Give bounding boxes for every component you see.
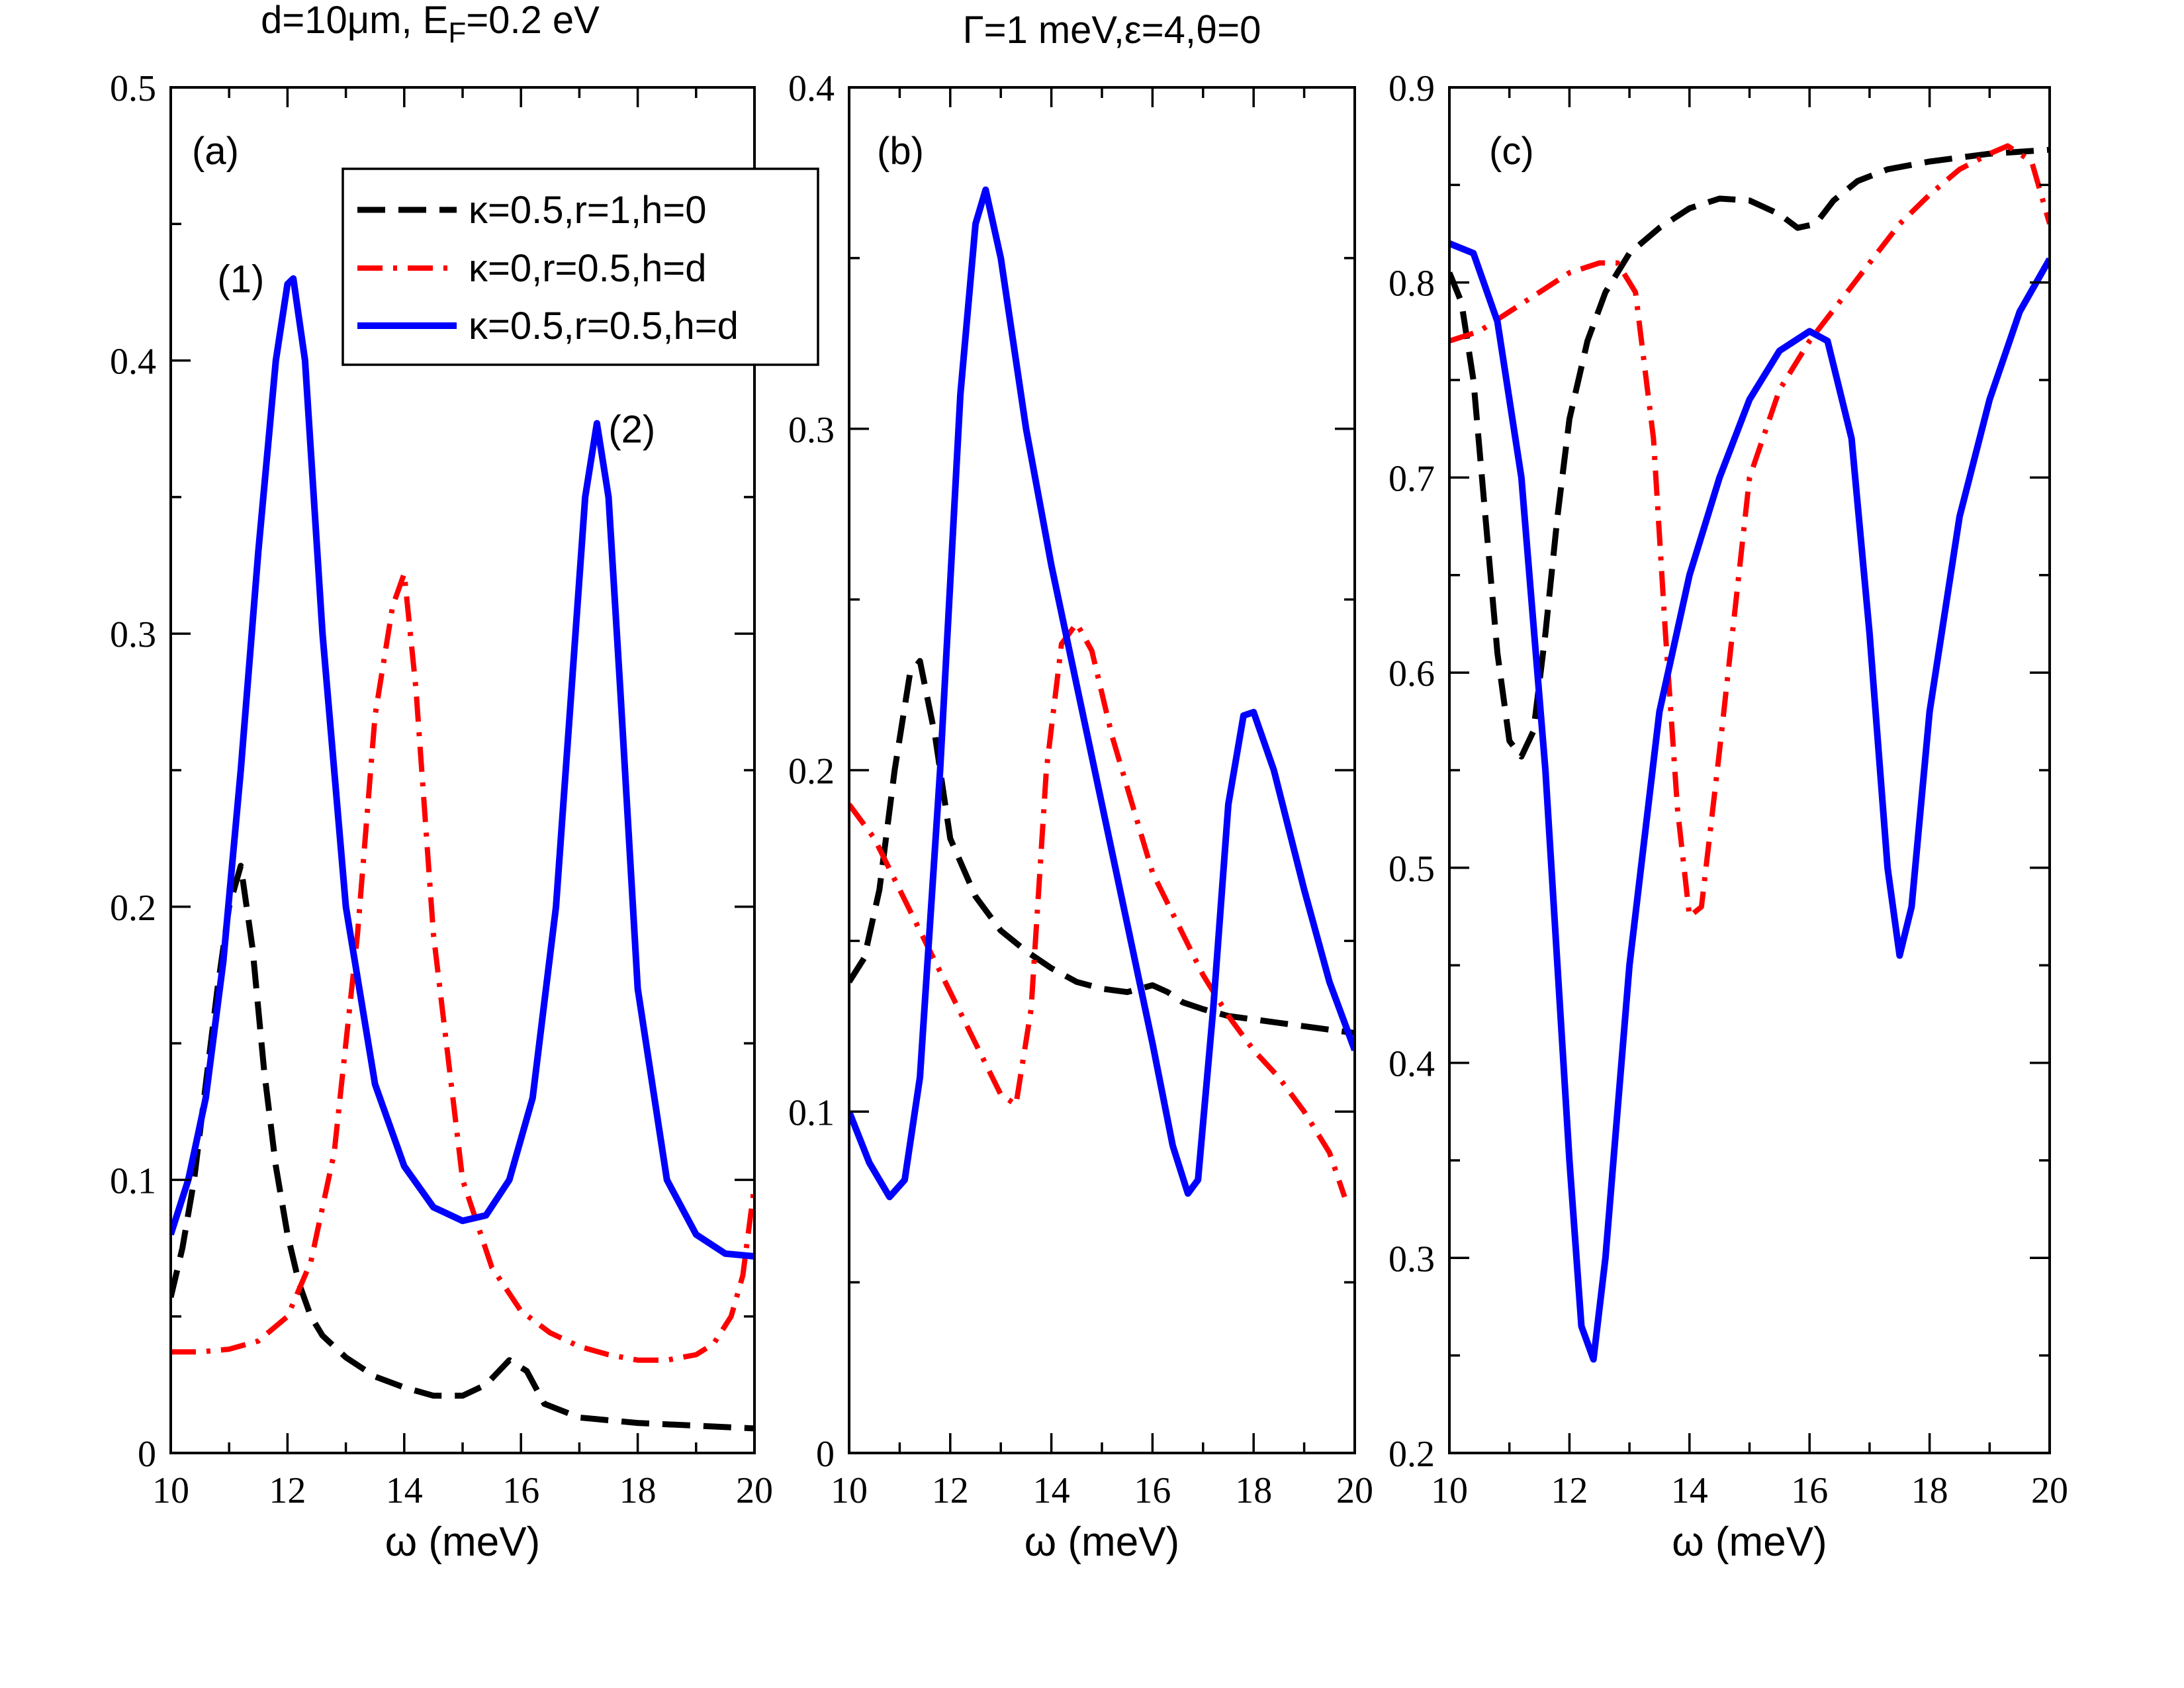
series-line-3 [171, 275, 754, 1260]
x-tick-label: 18 [619, 1470, 657, 1511]
y-tick-label: 0.8 [1388, 263, 1435, 305]
legend-label-series-3: κ=0.5,r=0.5,h=d [469, 305, 739, 348]
series-group [849, 186, 1355, 1201]
y-tick-label: 0.4 [1388, 1044, 1435, 1085]
panel-a: 10 12 14 16 18 20 0 0.1 0.2 0.3 0.4 0.5 ω (meV) (a) (1… [110, 68, 773, 1565]
x-tick-label: 20 [736, 1470, 773, 1511]
y-tick-label: 0 [816, 1434, 835, 1475]
top-label-right: Γ=1 meV,ε=4,θ=0 [963, 9, 1261, 52]
panel-c: 10 12 14 16 18 20 0.2 0.3 0.4 0.5 0.6 0.7 0.8 0.9 ω (m… [1388, 68, 2068, 1565]
series-group [1449, 143, 2050, 1363]
x-tick-label: 10 [152, 1470, 189, 1511]
x-tick-label: 12 [269, 1470, 306, 1511]
legend-label-series-2: κ=0,r=0.5,h=d [469, 247, 707, 290]
x-tick-label: 18 [1235, 1470, 1272, 1511]
panel-label: (c) [1489, 130, 1534, 173]
series-line-2 [849, 620, 1347, 1198]
series-line-2 [171, 571, 754, 1363]
legend-label-series-1: κ=0.5,r=1,h=0 [469, 189, 707, 232]
peak-annotation: (1) [217, 258, 264, 301]
y-tick-label: 0.6 [1388, 653, 1435, 694]
x-tick-label: 18 [1911, 1470, 1948, 1511]
series-line-3 [1449, 240, 2050, 1363]
y-tick-label: 0.4 [110, 342, 156, 383]
x-tick-label: 16 [502, 1470, 539, 1511]
x-tick-label: 20 [1336, 1470, 1373, 1511]
x-tick-label: 14 [1033, 1470, 1070, 1511]
top-label-left: d=10μm, EF=0.2 eV [261, 0, 600, 49]
y-tick-label: 0.3 [788, 410, 835, 451]
x-axis-label: ω (meV) [385, 1519, 540, 1565]
y-tick-label: 0.7 [1388, 458, 1435, 499]
series-line-1 [849, 658, 1355, 1037]
x-tick-label: 10 [831, 1470, 868, 1511]
x-tick-label: 14 [386, 1470, 423, 1511]
legend: κ=0.5,r=1,h=0 κ=0,r=0.5,h=d κ=0.5,r=0.5,… [341, 167, 819, 366]
y-tick-label: 0.2 [1388, 1434, 1435, 1475]
peak-annotation: (2) [608, 408, 655, 451]
panel-label: (b) [877, 130, 924, 173]
y-tick-label: 0.3 [110, 614, 156, 655]
series-line-3 [849, 186, 1355, 1201]
x-tick-label: 10 [1431, 1470, 1468, 1511]
series-line-1 [1449, 146, 2050, 760]
y-tick-label: 0.1 [788, 1092, 835, 1133]
series-line-2 [1449, 143, 2050, 919]
x-axis-label: ω (meV) [1672, 1519, 1827, 1565]
y-tick-label: 0.2 [110, 888, 156, 929]
x-tick-label: 16 [1791, 1470, 1828, 1511]
x-tick-label: 12 [932, 1470, 969, 1511]
y-tick-label: 0.1 [110, 1160, 156, 1201]
x-tick-label: 12 [1551, 1470, 1588, 1511]
y-tick-label: 0.9 [1388, 68, 1435, 109]
y-tick-label: 0 [138, 1434, 156, 1475]
y-tick-label: 0.3 [1388, 1239, 1435, 1280]
y-tick-label: 0.5 [1388, 849, 1435, 890]
x-tick-label: 14 [1671, 1470, 1708, 1511]
y-tick-label: 0.2 [788, 751, 835, 792]
y-tick-label: 0.5 [110, 68, 156, 109]
y-tick-label: 0.4 [788, 68, 835, 109]
x-tick-label: 20 [2031, 1470, 2068, 1511]
panel-label: (a) [192, 130, 239, 173]
x-axis-label: ω (meV) [1024, 1519, 1179, 1565]
series-group [171, 275, 754, 1432]
panel-b: 10 12 14 16 18 20 0 0.1 0.2 0.3 0.4 ω (meV) (b) [788, 68, 1373, 1565]
x-tick-label: 16 [1134, 1470, 1171, 1511]
